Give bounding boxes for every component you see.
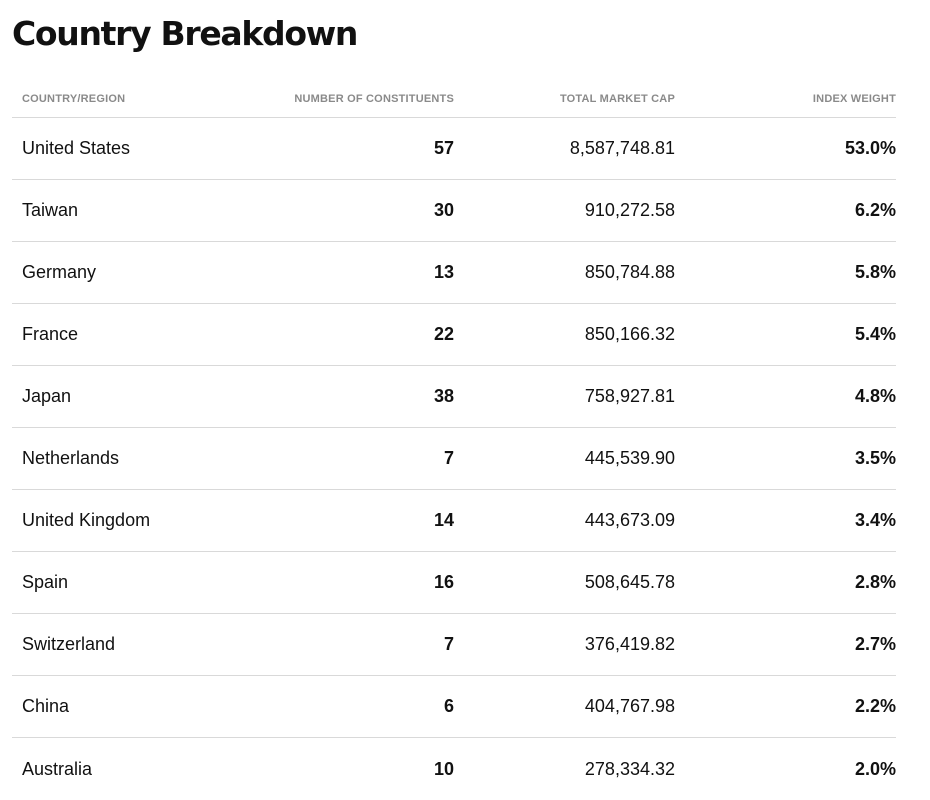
constituents-cell: 30 <box>433 200 454 220</box>
market-cap-cell: 443,673.09 <box>584 510 675 530</box>
country-cell: France <box>22 324 79 344</box>
table-row: Spain 16 508,645.78 2.8% <box>12 552 896 614</box>
table-row: United States 57 8,587,748.81 53.0% <box>12 118 896 180</box>
page-title: Country Breakdown <box>12 14 358 53</box>
column-header-market-cap: TOTAL MARKET CAP <box>559 92 675 105</box>
constituents-cell: 14 <box>433 510 454 530</box>
country-cell: Spain <box>22 572 69 592</box>
table-row: Switzerland 7 376,419.82 2.7% <box>12 614 896 676</box>
constituents-cell: 7 <box>443 448 454 468</box>
country-cell: China <box>22 696 70 716</box>
table-row: China 6 404,767.98 2.2% <box>12 676 896 738</box>
constituents-cell: 38 <box>433 386 454 406</box>
constituents-cell: 10 <box>433 758 454 779</box>
market-cap-cell: 278,334.32 <box>584 758 675 779</box>
constituents-cell: 16 <box>433 572 454 592</box>
column-header-country: COUNTRY/REGION <box>22 92 126 105</box>
index-weight-cell: 2.0% <box>854 758 896 779</box>
market-cap-cell: 404,767.98 <box>584 696 675 716</box>
market-cap-cell: 850,166.32 <box>584 324 675 344</box>
market-cap-cell: 508,645.78 <box>584 572 675 592</box>
index-weight-cell: 53.0% <box>844 138 896 158</box>
country-breakdown-table: COUNTRY/REGION NUMBER OF CONSTITUENTS TO… <box>12 80 896 800</box>
country-cell: United States <box>22 138 131 158</box>
country-cell: Australia <box>22 758 93 779</box>
table-row: Taiwan 30 910,272.58 6.2% <box>12 180 896 242</box>
constituents-cell: 13 <box>433 262 454 282</box>
constituents-cell: 57 <box>433 138 454 158</box>
constituents-cell: 22 <box>433 324 454 344</box>
index-weight-cell: 5.4% <box>854 324 896 344</box>
column-header-constituents: NUMBER OF CONSTITUENTS <box>294 92 454 105</box>
index-weight-cell: 3.4% <box>854 510 896 530</box>
country-cell: Taiwan <box>22 200 79 220</box>
table-row: Australia 10 278,334.32 2.0% <box>12 738 896 800</box>
table-row: United Kingdom 14 443,673.09 3.4% <box>12 490 896 552</box>
market-cap-cell: 445,539.90 <box>584 448 675 468</box>
constituents-cell: 6 <box>443 696 454 716</box>
index-weight-cell: 3.5% <box>854 448 896 468</box>
table-row: Germany 13 850,784.88 5.8% <box>12 242 896 304</box>
market-cap-cell: 910,272.58 <box>584 200 675 220</box>
country-cell: Japan <box>22 386 72 406</box>
index-weight-cell: 2.8% <box>854 572 896 592</box>
country-cell: United Kingdom <box>22 510 151 530</box>
index-weight-cell: 4.8% <box>854 386 896 406</box>
constituents-cell: 7 <box>443 634 454 654</box>
table-row: France 22 850,166.32 5.4% <box>12 304 896 366</box>
market-cap-cell: 376,419.82 <box>584 634 675 654</box>
column-header-index-weight: INDEX WEIGHT <box>812 92 896 105</box>
market-cap-cell: 758,927.81 <box>584 386 675 406</box>
index-weight-cell: 5.8% <box>854 262 896 282</box>
country-cell: Germany <box>22 262 97 282</box>
country-cell: Netherlands <box>22 448 120 468</box>
market-cap-cell: 8,587,748.81 <box>569 138 675 158</box>
market-cap-cell: 850,784.88 <box>584 262 675 282</box>
table-header-row: COUNTRY/REGION NUMBER OF CONSTITUENTS TO… <box>12 80 896 118</box>
index-weight-cell: 2.2% <box>854 696 896 716</box>
index-weight-cell: 2.7% <box>854 634 896 654</box>
index-weight-cell: 6.2% <box>854 200 896 220</box>
country-cell: Switzerland <box>22 634 116 654</box>
table-row: Netherlands 7 445,539.90 3.5% <box>12 428 896 490</box>
table-row: Japan 38 758,927.81 4.8% <box>12 366 896 428</box>
